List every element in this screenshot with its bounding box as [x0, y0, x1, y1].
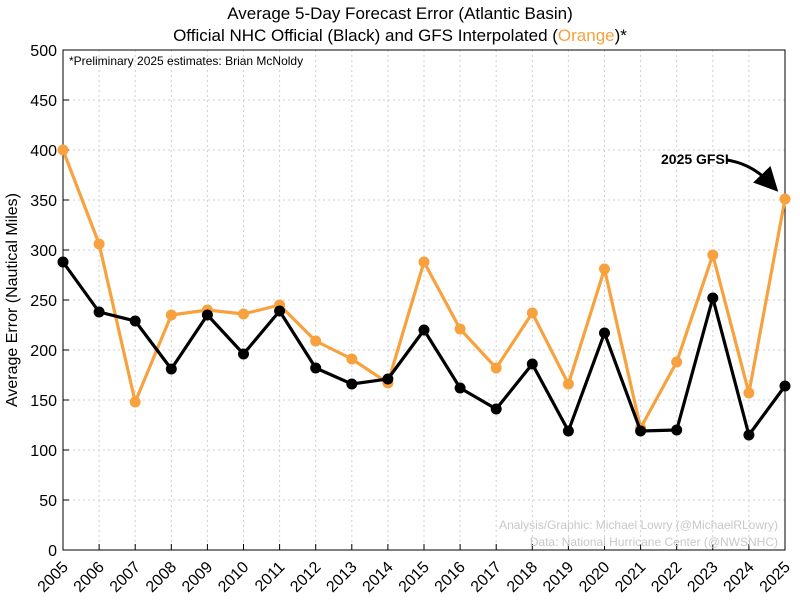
x-tick-label: 2020: [576, 559, 613, 596]
y-tick-label: 500: [30, 43, 57, 60]
nhc-point-2021: [635, 425, 647, 437]
x-tick-label: 2007: [107, 559, 144, 596]
x-tick-label: 2018: [504, 559, 541, 596]
subtitle-text-post: )*: [614, 26, 627, 45]
nhc-point-2024: [743, 429, 755, 441]
gfs-point-2012: [310, 335, 322, 347]
x-tick-label: 2023: [684, 559, 721, 596]
x-tick-label: 2005: [35, 559, 72, 596]
gfs-point-2025: [779, 193, 791, 205]
x-tick-label: 2012: [287, 559, 324, 596]
gfs-point-2015: [418, 256, 430, 268]
y-tick-label: 400: [30, 143, 57, 160]
x-tick-label: 2017: [468, 559, 505, 596]
gfs-point-2018: [526, 307, 538, 319]
nhc-point-2005: [57, 256, 69, 268]
x-tick-label: 2016: [432, 559, 469, 596]
nhc-series-line: [61, 261, 787, 437]
y-tick-label: 250: [30, 293, 57, 310]
x-tick-label: 2015: [396, 559, 433, 596]
nhc-point-2016: [454, 382, 466, 394]
preliminary-note: *Preliminary 2025 estimates: Brian McNol…: [69, 54, 303, 68]
subtitle-orange-word: Orange: [557, 26, 615, 45]
nhc-point-2015: [418, 324, 430, 336]
nhc-point-2014: [382, 373, 394, 385]
y-axis-label: Average Error (Nautical Miles): [4, 193, 21, 407]
x-tick-label: 2013: [323, 559, 360, 596]
gfs-point-2019: [562, 378, 574, 390]
y-tick-label: 50: [39, 493, 57, 510]
x-tick-label: 2024: [721, 559, 758, 596]
nhc-point-2023: [707, 292, 719, 304]
gfs-point-2017: [490, 362, 502, 374]
y-tick-label: 0: [48, 543, 57, 560]
gfs-point-2010: [238, 308, 249, 320]
nhc-point-2013: [346, 378, 358, 390]
grid-lines: [63, 50, 785, 550]
gfs-point-2008: [165, 309, 177, 321]
chart-title: Average 5-Day Forecast Error (Atlantic B…: [227, 4, 573, 23]
x-tick-label: 2014: [360, 559, 397, 596]
gfs-point-2005: [57, 144, 69, 156]
y-tick-label: 350: [30, 193, 57, 210]
nhc-point-2008: [165, 363, 177, 375]
gfs-point-2007: [129, 396, 141, 408]
chart-subtitle: Official NHC Official (Black) and GFS In…: [0, 26, 800, 46]
nhc-point-2017: [490, 403, 502, 415]
x-tick-label: 2008: [143, 559, 180, 596]
x-tick-label: 2006: [71, 559, 108, 596]
x-tick-label: 2025: [757, 559, 794, 596]
x-tick-label: 2022: [648, 559, 685, 596]
x-tick-label: 2011: [252, 559, 288, 595]
nhc-point-2009: [201, 309, 213, 321]
y-tick-label: 100: [30, 443, 57, 460]
callout-label: 2025 GFSI: [661, 151, 729, 167]
gfs-point-2020: [599, 263, 610, 275]
x-tick-label: 2010: [215, 559, 252, 596]
x-tick-label: 2019: [540, 559, 577, 596]
gfs-point-2023: [707, 249, 719, 261]
y-axis-ticks: 0 50 100 150 200 250 300 350 400 450 500: [30, 43, 69, 560]
gfs-point-2006: [93, 238, 105, 250]
gfs-point-2013: [346, 353, 358, 365]
gfs-point-2022: [671, 356, 683, 368]
nhc-point-2010: [238, 348, 249, 360]
credit-analysis: Analysis/Graphic: Michael Lowry (@Michae…: [499, 518, 778, 532]
nhc-point-2018: [526, 358, 538, 370]
nhc-point-2022: [671, 424, 683, 436]
gfs-point-2024: [743, 387, 755, 399]
callout-arrow: [726, 158, 779, 192]
credit-data: Data: National Hurricane Center (@NWSNHC…: [530, 535, 778, 549]
gfs-point-2016: [454, 323, 466, 335]
nhc-point-2025: [779, 380, 791, 392]
x-tick-label: 2021: [612, 559, 649, 596]
series-layer: [57, 144, 791, 441]
y-tick-label: 150: [30, 393, 57, 410]
nhc-point-2012: [310, 362, 322, 374]
nhc-point-2019: [562, 425, 574, 437]
x-tick-label: 2009: [179, 559, 216, 596]
nhc-point-2007: [129, 315, 141, 327]
y-tick-label: 450: [30, 93, 57, 110]
y-tick-label: 200: [30, 343, 57, 360]
y-tick-label: 300: [30, 243, 57, 260]
subtitle-text-pre: Official NHC Official (Black) and GFS In…: [173, 26, 558, 45]
nhc-point-2020: [599, 327, 610, 339]
nhc-point-2011: [274, 305, 286, 317]
nhc-point-2006: [93, 306, 105, 318]
